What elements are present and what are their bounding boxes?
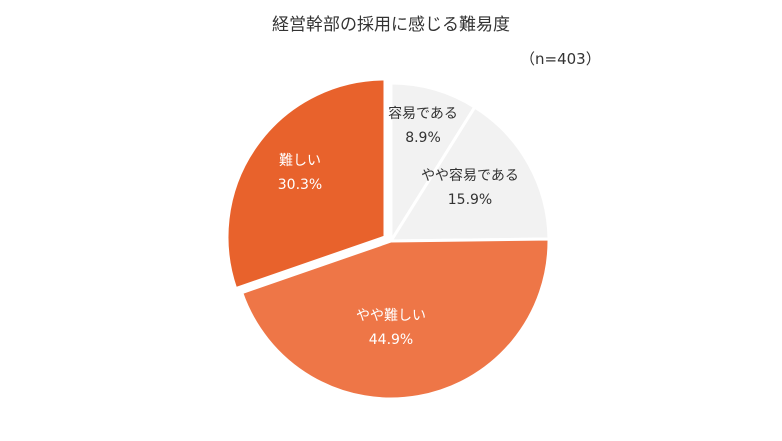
- slice-label-1: 容易である: [388, 105, 458, 122]
- slice-label-2: やや容易である: [421, 167, 519, 184]
- slice-value-1: 8.9%: [405, 130, 441, 146]
- pie-slice-4: [225, 77, 387, 291]
- chart-title: 経営幹部の採用に感じる難易度: [272, 15, 510, 35]
- slice-value-4: 30.3%: [278, 177, 322, 193]
- pie-slice-1: [389, 81, 477, 247]
- pie-slice-3: [239, 237, 551, 401]
- slice-label-3: やや難しい: [356, 308, 426, 324]
- slice-value-2: 15.9%: [448, 192, 492, 208]
- sample-size-label: （n=403）: [520, 50, 601, 68]
- slice-value-3: 44.9%: [369, 332, 413, 348]
- slice-label-4: 難しい: [279, 153, 321, 169]
- pie-slice-2: [388, 104, 551, 243]
